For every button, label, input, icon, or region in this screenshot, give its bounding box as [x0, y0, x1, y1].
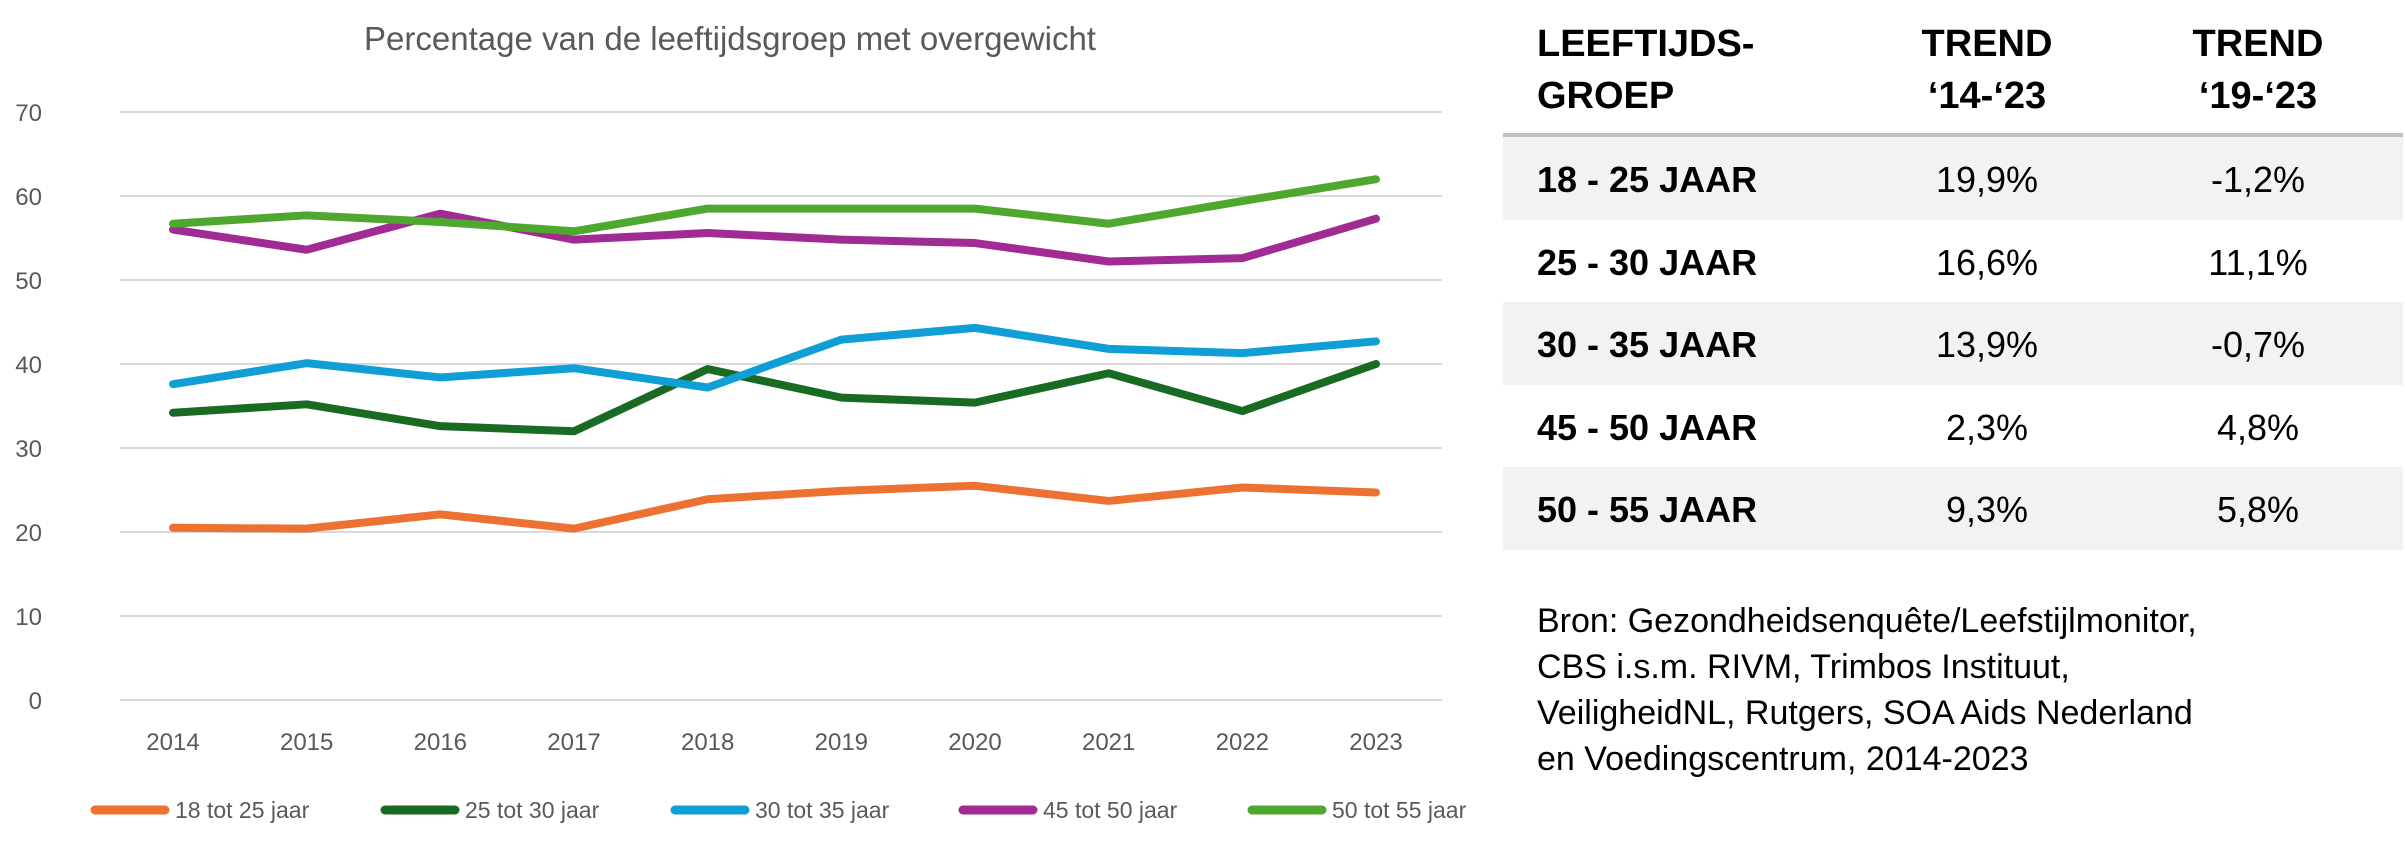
header-text: ‘14-‘23	[1927, 75, 2047, 117]
cell-t2: -1,2%	[2210, 159, 2306, 200]
source-note: Bron: Gezondheidsenquête/Leefstijlmonito…	[1537, 602, 2197, 778]
y-tick-label: 30	[15, 436, 42, 463]
y-tick-label: 20	[15, 520, 42, 547]
header-trend-14-23: TREND ‘14-‘23	[1847, 18, 2127, 133]
line-chart: Percentage van de leeftijdsgroep met ove…	[15, 20, 1467, 823]
y-tick-label: 70	[15, 100, 42, 127]
legend-label: 18 tot 25 jaar	[175, 797, 310, 823]
x-tick-label: 2019	[815, 729, 868, 756]
x-tick-label: 2015	[280, 729, 333, 756]
y-tick-label: 60	[15, 184, 42, 211]
series-line-3	[169, 209, 1380, 266]
header-text: ‘19-‘23	[2198, 75, 2318, 117]
series-line-0	[169, 481, 1380, 533]
table-row: 25 - 30 JAAR 16,6% 11,1%	[1503, 220, 2403, 303]
cell-t2: 4,8%	[2216, 406, 2300, 448]
header-group: LEEFTIJDS- GROEP	[1537, 18, 1754, 133]
chart-title: Percentage van de leeftijdsgroep met ove…	[364, 20, 1096, 57]
x-tick-label: 2017	[547, 729, 600, 756]
table-row: 50 - 55 JAAR 9,3% 5,8%	[1503, 467, 2403, 550]
legend-label: 25 tot 30 jaar	[465, 797, 600, 823]
x-tick-label: 2016	[414, 729, 467, 756]
header-text: TREND	[1921, 23, 2053, 65]
y-tick-label: 0	[29, 688, 42, 715]
cell-t2: 5,8%	[2216, 489, 2300, 530]
cell-t1: 9,3%	[1945, 489, 2029, 530]
header-trend-19-23: TREND ‘19-‘23	[2118, 18, 2398, 133]
legend-label: 30 tot 35 jaar	[755, 797, 890, 823]
header-text: LEEFTIJDS-	[1537, 23, 1755, 65]
cell-t2: -0,7%	[2210, 324, 2306, 365]
series-line-2	[169, 323, 1380, 392]
cell-t2: 11,1%	[2208, 241, 2308, 283]
legend-label: 45 tot 50 jaar	[1043, 797, 1178, 823]
series-line-4	[169, 175, 1380, 236]
x-tick-label: 2023	[1349, 729, 1402, 756]
table-row: 45 - 50 JAAR 2,3% 4,8%	[1503, 385, 2403, 468]
cell-t1: 2,3%	[1945, 406, 2029, 448]
cell-group: 45 - 50 JAAR	[1537, 406, 1758, 448]
legend-label: 50 tot 55 jaar	[1332, 797, 1467, 823]
x-tick-label: 2022	[1216, 729, 1269, 756]
header-text: GROEP	[1537, 75, 1675, 117]
series-line-1	[169, 360, 1380, 436]
cell-group: 25 - 30 JAAR	[1537, 241, 1758, 283]
cell-group: 30 - 35 JAAR	[1537, 324, 1758, 365]
y-tick-label: 10	[15, 604, 42, 631]
table-row: 30 - 35 JAAR 13,9% -0,7%	[1503, 302, 2403, 385]
x-tick-label: 2018	[681, 729, 734, 756]
header-divider	[1503, 133, 2403, 137]
cell-t1: 16,6%	[1935, 241, 2039, 283]
cell-t1: 19,9%	[1935, 159, 2039, 200]
x-tick-label: 2014	[146, 729, 199, 756]
x-tick-label: 2020	[948, 729, 1001, 756]
header-text: TREND	[2192, 23, 2324, 65]
x-tick-label: 2021	[1082, 729, 1135, 756]
cell-group: 18 - 25 JAAR	[1537, 159, 1758, 200]
table-row: 18 - 25 JAAR 19,9% -1,2%	[1503, 137, 2403, 220]
cell-t1: 13,9%	[1935, 324, 2039, 365]
y-tick-label: 40	[15, 352, 42, 379]
cell-group: 50 - 55 JAAR	[1537, 489, 1758, 530]
y-tick-label: 50	[15, 268, 42, 295]
